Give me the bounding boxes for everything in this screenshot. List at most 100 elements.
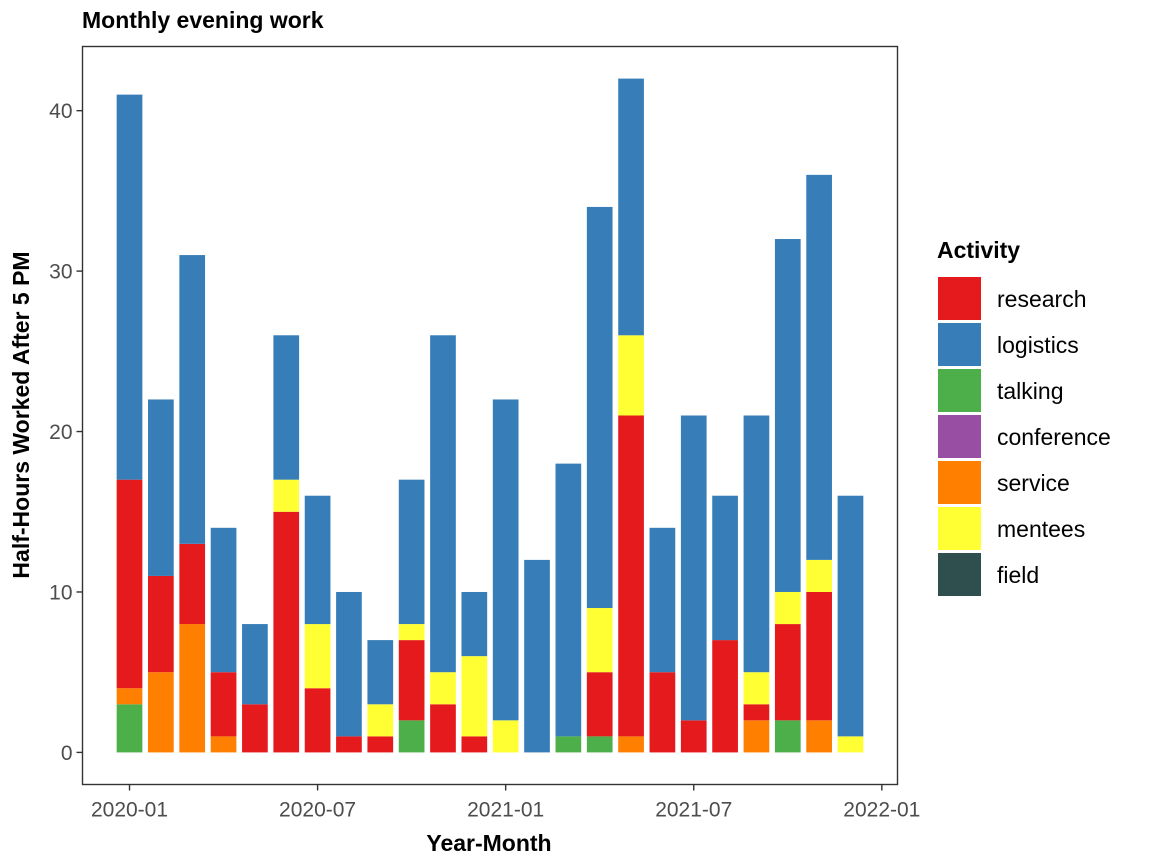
bar-2020-12-research [461, 736, 488, 753]
bar-2020-06-mentees [273, 479, 300, 512]
bar-2021-03-logistics [555, 463, 582, 737]
chart-title: Monthly evening work [82, 7, 324, 33]
y-axis-title: Half-Hours Worked After 5 PM [8, 251, 34, 578]
bar-2020-05-research [242, 704, 268, 753]
bar-2020-06-logistics [273, 335, 300, 480]
bar-2020-01-research [116, 479, 143, 689]
bar-2020-02-logistics [148, 399, 174, 576]
bar-2021-10-talking [774, 720, 801, 753]
bar-2020-09-research [367, 736, 394, 753]
bar-2020-07-research [304, 688, 331, 753]
bar-2021-07-research [680, 720, 707, 753]
bar-2020-04-research [210, 672, 237, 737]
legend-label-service: service [997, 470, 1070, 496]
legend-key-service [938, 461, 981, 504]
bar-2021-10-logistics [774, 239, 801, 592]
legend-key-logistics [938, 323, 981, 366]
legend-key-talking [938, 369, 981, 412]
bar-2021-06-logistics [649, 527, 676, 673]
bar-2021-10-mentees [774, 591, 801, 625]
legend-label-research: research [997, 286, 1086, 312]
bar-2020-12-mentees [461, 656, 488, 737]
legend-label-conference: conference [997, 424, 1111, 450]
bar-2021-09-mentees [743, 672, 770, 705]
y-tick-label: 30 [49, 261, 72, 284]
bar-2020-06-research [273, 511, 300, 753]
bar-2020-11-research [430, 704, 456, 753]
bar-2021-05-logistics [618, 78, 644, 336]
bar-2020-03-research [179, 543, 206, 625]
x-axis: 2020-01 2020-07 2021-01 2021-07 2022-01 [91, 784, 920, 822]
bar-2020-07-mentees [304, 624, 331, 689]
bar-2021-09-logistics [743, 415, 770, 673]
bar-2020-10-logistics [398, 479, 425, 625]
legend-key-mentees [938, 507, 981, 550]
bar-2021-07-logistics [680, 415, 707, 721]
bar-2021-11-service [806, 720, 832, 753]
bar-2020-10-talking [398, 720, 425, 753]
legend-label-talking: talking [997, 378, 1063, 404]
bar-2021-10-research [774, 624, 801, 721]
legend-label-field: field [997, 562, 1039, 588]
bar-2020-04-logistics [210, 527, 237, 673]
bar-2021-11-mentees [806, 559, 832, 592]
bar-2020-05-logistics [242, 624, 268, 705]
bar-2020-08-research [336, 736, 362, 753]
bar-2021-05-service [618, 736, 644, 753]
bar-2021-09-research [743, 704, 770, 721]
bar-2020-01-logistics [116, 94, 143, 480]
bar-2021-03-talking [555, 736, 582, 753]
bar-2021-05-research [618, 415, 644, 737]
y-tick-label: 10 [49, 581, 72, 604]
legend-key-conference [938, 415, 981, 458]
bar-2021-04-research [586, 672, 613, 737]
bar-2021-04-mentees [586, 608, 613, 673]
bar-2021-04-talking [586, 736, 613, 753]
bar-2021-04-logistics [586, 206, 613, 609]
bar-2020-02-service [148, 672, 174, 753]
legend: Activity research logistics talking confere… [937, 237, 1111, 596]
y-tick-label: 40 [49, 100, 72, 123]
legend-key-field [938, 553, 981, 596]
x-tick-label: 2020-07 [279, 799, 356, 822]
y-tick-label: 0 [61, 742, 73, 765]
bar-2020-09-mentees [367, 704, 394, 737]
legend-title: Activity [937, 237, 1020, 263]
x-tick-label: 2021-01 [467, 799, 544, 822]
bar-2020-08-logistics [336, 591, 362, 737]
x-axis-title: Year-Month [426, 830, 551, 856]
x-tick-label: 2022-01 [843, 799, 920, 822]
bar-2021-11-logistics [806, 174, 832, 560]
bar-2021-06-research [649, 672, 676, 753]
bar-2020-04-service [210, 736, 237, 753]
y-axis: 0 10 20 30 40 [49, 100, 83, 765]
bar-2021-02-logistics [524, 559, 550, 753]
bars-layer [116, 78, 864, 753]
x-tick-label: 2021-07 [655, 799, 732, 822]
bar-2020-01-talking [116, 704, 143, 753]
bar-2021-05-mentees [618, 335, 644, 416]
bar-2020-11-logistics [430, 335, 456, 673]
bar-2021-11-research [806, 591, 832, 721]
bar-2021-01-logistics [492, 399, 519, 721]
bar-2020-03-logistics [179, 255, 206, 544]
bar-2021-12-logistics [837, 495, 864, 737]
legend-label-mentees: mentees [997, 516, 1085, 542]
bar-2020-10-mentees [398, 624, 425, 641]
bar-2020-09-logistics [367, 640, 394, 705]
y-tick-label: 20 [49, 421, 72, 444]
bar-2020-07-logistics [304, 495, 331, 625]
bar-2021-09-service [743, 720, 770, 753]
bar-2021-08-research [712, 640, 738, 753]
bar-2021-12-mentees [837, 736, 864, 753]
bar-2020-12-logistics [461, 591, 488, 657]
legend-label-logistics: logistics [997, 332, 1079, 358]
bar-2020-11-mentees [430, 672, 456, 705]
legend-key-research [938, 277, 981, 320]
bar-2020-02-research [148, 575, 174, 673]
bar-2020-10-research [398, 640, 425, 721]
bar-2020-01-service [116, 688, 143, 705]
bar-2021-01-mentees [492, 720, 519, 753]
bar-2020-03-service [179, 624, 206, 753]
